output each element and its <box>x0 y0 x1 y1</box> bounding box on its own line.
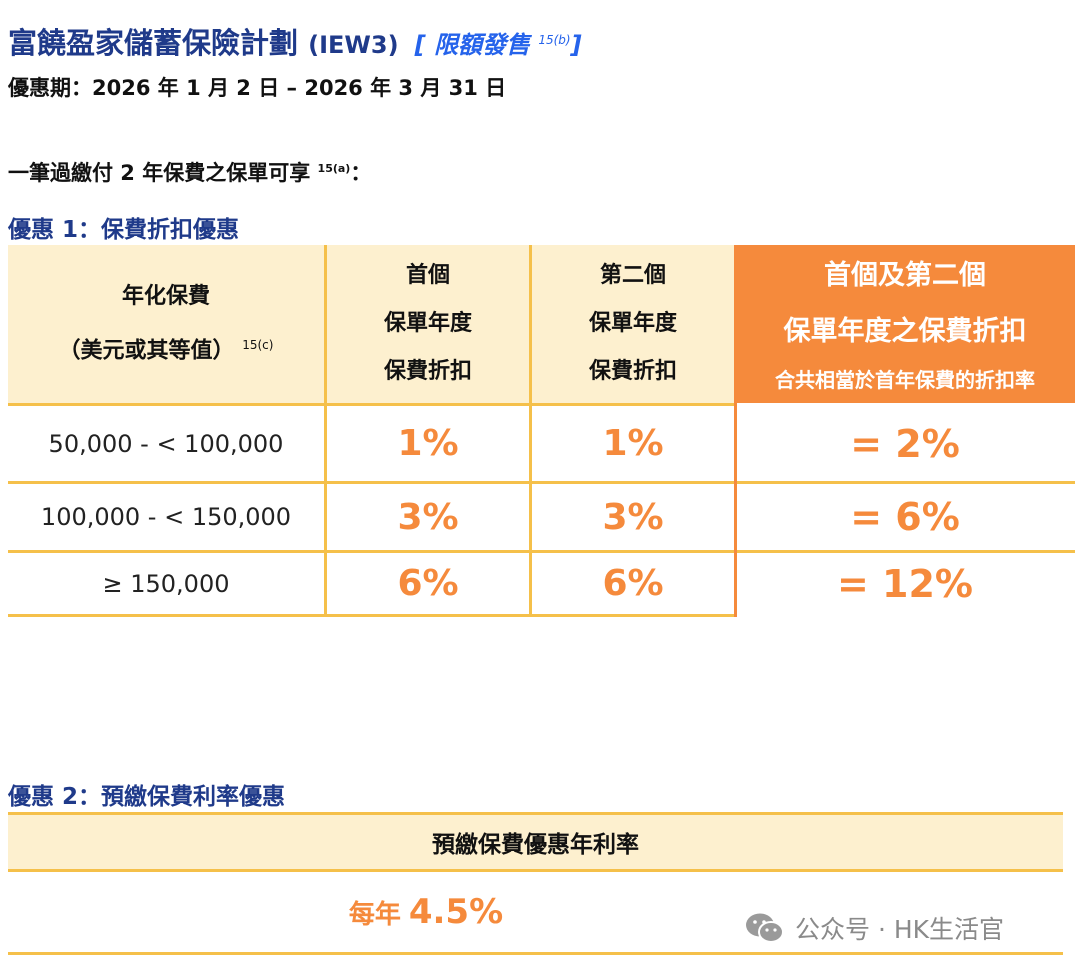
prepayment-rate-number: 4.5% <box>408 892 504 932</box>
header-annual-premium-unit: （美元或其等值） <box>58 338 235 364</box>
tag-open-bracket: [ <box>414 31 426 59</box>
highlight-column-border <box>734 245 737 617</box>
row2-total-discount: = 6% <box>850 495 960 539</box>
row1-total-discount: = 2% <box>850 421 960 466</box>
row3-second-year-discount: 6% <box>602 563 664 604</box>
header-first-year-line2: 保單年度 <box>383 311 472 336</box>
row2-second-year-discount: 3% <box>602 496 664 538</box>
table-divider <box>324 245 327 617</box>
header-second-year-discount: 第二個 保單年度 保費折扣 <box>532 245 734 403</box>
plan-name: 富饒盈家儲蓄保險計劃 <box>8 26 299 60</box>
row1-second-year-discount: 1% <box>602 423 664 464</box>
watermark-text: 公众号 · HK生活官 <box>795 915 1005 944</box>
header-second-year-line1: 第二個 <box>599 263 666 288</box>
row3-premium-range: ≥ 150,000 <box>102 569 230 598</box>
header-first-year-line1: 首個 <box>405 263 450 288</box>
table-divider <box>529 245 532 617</box>
table-divider <box>8 614 735 617</box>
prepayment-rate-value: 每年 4.5% <box>8 872 844 952</box>
row1-first-year-discount: 1% <box>397 423 459 464</box>
offer2-title: 優惠 2：預繳保費利率優惠 <box>8 784 286 810</box>
tag-close-bracket: ] <box>570 31 582 59</box>
table-divider <box>8 403 735 406</box>
wechat-icon <box>746 913 784 943</box>
row1-premium-range: 50,000 - < 100,000 <box>48 429 284 458</box>
plan-title: 富饒盈家儲蓄保險計劃 (IEW3) [ 限額發售 15(b)] <box>8 20 582 62</box>
discount-table: 年化保費 （美元或其等值） 15(c) 首個 保單年度 保費折扣 第二個 保單年… <box>8 245 1075 617</box>
eligibility-footnote: 15(a) <box>317 162 351 175</box>
header-annual-premium-line2: （美元或其等值） 15(c) <box>59 321 274 375</box>
header-second-year-line3: 保費折扣 <box>588 359 677 384</box>
tag-text: 限額發售 <box>434 31 530 59</box>
row3-first-year-discount: 6% <box>397 563 459 604</box>
header-annual-premium-footnote: 15(c) <box>242 337 274 352</box>
header-total-line2: 保單年度之保費折扣 <box>783 316 1027 347</box>
header-second-year-line2: 保單年度 <box>588 311 677 336</box>
header-annual-premium-line1: 年化保費 <box>121 283 210 309</box>
header-total-line1: 首個及第二個 <box>824 260 986 291</box>
table-divider <box>8 481 1075 484</box>
header-first-year-discount: 首個 保單年度 保費折扣 <box>327 245 529 403</box>
plan-code: (IEW3) <box>308 31 399 59</box>
eligibility-label: 一筆過繳付 2 年保費之保單可享 <box>8 161 311 185</box>
row2-premium-range: 100,000 - < 150,000 <box>40 503 292 531</box>
tag-footnote: 15(b) <box>538 33 571 47</box>
eligibility-text: 一筆過繳付 2 年保費之保單可享 15(a)： <box>8 157 371 187</box>
offer-period: 優惠期：2026 年 1 月 2 日 – 2026 年 3 月 31 日 <box>8 76 507 100</box>
header-first-year-line3: 保費折扣 <box>383 359 472 384</box>
limited-offer-tag: [ 限額發售 15(b)] <box>415 31 582 59</box>
offer1-title: 優惠 1：保費折扣優惠 <box>8 217 240 243</box>
watermark: 公众号 · HK生活官 <box>745 906 1004 950</box>
table-divider <box>8 550 1075 553</box>
row3-total-discount: = 12% <box>836 561 974 606</box>
eligibility-colon: ： <box>350 161 372 185</box>
prepayment-rate-header: 預繳保費優惠年利率 <box>8 812 1063 872</box>
header-total-discount: 首個及第二個 保單年度之保費折扣 合共相當於首年保費的折扣率 <box>735 245 1075 403</box>
header-annual-premium: 年化保費 （美元或其等值） 15(c) <box>8 245 324 403</box>
row2-first-year-discount: 3% <box>397 496 459 538</box>
table-bottom-border <box>8 952 1063 955</box>
header-total-line3: 合共相當於首年保費的折扣率 <box>775 368 1035 392</box>
prepayment-rate-prefix: 每年 <box>348 899 401 930</box>
